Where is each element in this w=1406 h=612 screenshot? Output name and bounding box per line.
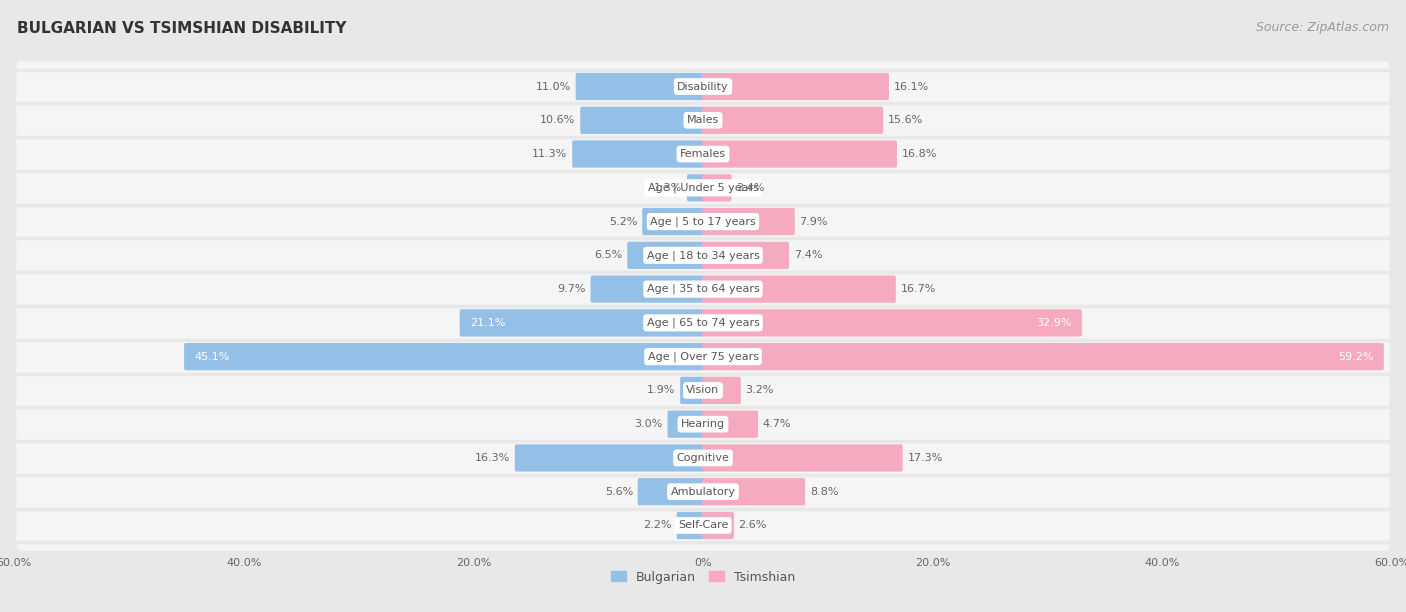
Text: 45.1%: 45.1% [194,352,229,362]
FancyBboxPatch shape [17,230,1389,281]
FancyBboxPatch shape [17,61,1389,112]
FancyBboxPatch shape [460,309,704,337]
FancyBboxPatch shape [572,140,704,168]
FancyBboxPatch shape [591,275,704,303]
FancyBboxPatch shape [17,196,1389,247]
Text: BULGARIAN VS TSIMSHIAN DISABILITY: BULGARIAN VS TSIMSHIAN DISABILITY [17,21,346,37]
FancyBboxPatch shape [702,478,806,506]
Text: 2.6%: 2.6% [738,520,766,531]
Text: 3.0%: 3.0% [634,419,662,429]
Text: 9.7%: 9.7% [557,284,586,294]
Text: 6.5%: 6.5% [595,250,623,260]
FancyBboxPatch shape [702,444,903,472]
Text: Males: Males [688,115,718,125]
FancyBboxPatch shape [627,242,704,269]
Text: 15.6%: 15.6% [887,115,924,125]
Text: Cognitive: Cognitive [676,453,730,463]
Text: 11.3%: 11.3% [533,149,568,159]
Text: Source: ZipAtlas.com: Source: ZipAtlas.com [1256,21,1389,34]
FancyBboxPatch shape [17,264,1389,315]
Text: 17.3%: 17.3% [907,453,943,463]
FancyBboxPatch shape [581,106,704,134]
FancyBboxPatch shape [638,478,704,506]
Text: Ambulatory: Ambulatory [671,487,735,497]
FancyBboxPatch shape [643,208,704,235]
Text: Age | 18 to 34 years: Age | 18 to 34 years [647,250,759,261]
Text: 16.1%: 16.1% [894,81,929,92]
Text: 16.8%: 16.8% [901,149,936,159]
Text: Age | 65 to 74 years: Age | 65 to 74 years [647,318,759,328]
Legend: Bulgarian, Tsimshian: Bulgarian, Tsimshian [606,565,800,589]
FancyBboxPatch shape [702,343,1384,370]
Text: 16.7%: 16.7% [900,284,936,294]
Text: Females: Females [681,149,725,159]
FancyBboxPatch shape [17,129,1389,179]
FancyBboxPatch shape [17,466,1389,517]
FancyBboxPatch shape [702,140,897,168]
Text: 2.2%: 2.2% [644,520,672,531]
Text: Age | 5 to 17 years: Age | 5 to 17 years [650,216,756,227]
FancyBboxPatch shape [17,399,1389,449]
FancyBboxPatch shape [184,343,704,370]
Text: 1.9%: 1.9% [647,386,675,395]
FancyBboxPatch shape [17,163,1389,213]
Text: 59.2%: 59.2% [1339,352,1374,362]
FancyBboxPatch shape [702,275,896,303]
FancyBboxPatch shape [702,73,889,100]
FancyBboxPatch shape [575,73,704,100]
FancyBboxPatch shape [17,433,1389,483]
FancyBboxPatch shape [688,174,704,201]
Text: 2.4%: 2.4% [737,183,765,193]
FancyBboxPatch shape [681,377,704,404]
FancyBboxPatch shape [702,411,758,438]
Text: Age | Over 75 years: Age | Over 75 years [648,351,758,362]
FancyBboxPatch shape [702,106,883,134]
Text: 4.7%: 4.7% [762,419,792,429]
Text: 7.9%: 7.9% [800,217,828,226]
FancyBboxPatch shape [17,500,1389,551]
Text: 5.2%: 5.2% [609,217,637,226]
Text: 5.6%: 5.6% [605,487,633,497]
Text: 21.1%: 21.1% [470,318,505,328]
FancyBboxPatch shape [17,331,1389,382]
FancyBboxPatch shape [17,95,1389,146]
FancyBboxPatch shape [702,242,789,269]
Text: 3.2%: 3.2% [745,386,773,395]
Text: 7.4%: 7.4% [794,250,823,260]
Text: 16.3%: 16.3% [475,453,510,463]
FancyBboxPatch shape [702,208,794,235]
FancyBboxPatch shape [17,365,1389,416]
Text: Self-Care: Self-Care [678,520,728,531]
Text: 10.6%: 10.6% [540,115,575,125]
FancyBboxPatch shape [702,309,1081,337]
FancyBboxPatch shape [17,297,1389,348]
FancyBboxPatch shape [668,411,704,438]
FancyBboxPatch shape [676,512,704,539]
Text: Vision: Vision [686,386,720,395]
FancyBboxPatch shape [702,174,731,201]
Text: Age | 35 to 64 years: Age | 35 to 64 years [647,284,759,294]
Text: Hearing: Hearing [681,419,725,429]
Text: 11.0%: 11.0% [536,81,571,92]
Text: 8.8%: 8.8% [810,487,838,497]
Text: Age | Under 5 years: Age | Under 5 years [648,182,758,193]
Text: Disability: Disability [678,81,728,92]
FancyBboxPatch shape [702,512,734,539]
Text: 1.3%: 1.3% [654,183,682,193]
Text: 32.9%: 32.9% [1036,318,1071,328]
FancyBboxPatch shape [515,444,704,472]
FancyBboxPatch shape [702,377,741,404]
